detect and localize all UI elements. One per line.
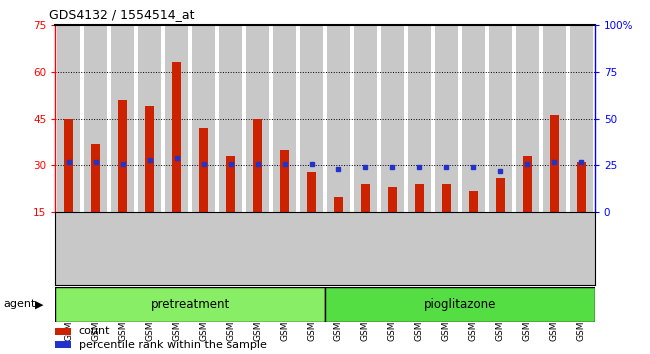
Bar xyxy=(570,25,593,212)
Bar xyxy=(244,212,271,285)
Bar xyxy=(307,172,317,212)
Bar xyxy=(568,212,595,285)
Bar xyxy=(487,212,514,285)
Bar xyxy=(462,25,485,212)
Bar xyxy=(199,128,209,212)
Bar xyxy=(514,212,541,285)
Text: agent: agent xyxy=(3,299,36,309)
Bar xyxy=(408,25,431,212)
Bar xyxy=(165,25,188,212)
Bar xyxy=(333,197,343,212)
Bar xyxy=(441,184,451,212)
Bar xyxy=(543,25,566,212)
Bar xyxy=(352,212,379,285)
Bar xyxy=(361,184,370,212)
Bar xyxy=(300,25,323,212)
Bar xyxy=(325,212,352,285)
Bar xyxy=(469,190,478,212)
Bar xyxy=(495,178,505,212)
Bar xyxy=(516,25,539,212)
Bar xyxy=(523,156,532,212)
Bar xyxy=(82,212,109,285)
Bar xyxy=(354,25,377,212)
Bar xyxy=(435,25,458,212)
Bar xyxy=(55,328,71,335)
Bar xyxy=(280,150,289,212)
Bar xyxy=(219,25,242,212)
Bar xyxy=(325,287,595,322)
Bar xyxy=(190,212,217,285)
Bar xyxy=(298,212,325,285)
Bar xyxy=(55,341,71,348)
Bar xyxy=(379,212,406,285)
Bar xyxy=(55,287,325,322)
Bar xyxy=(118,100,127,212)
Bar xyxy=(192,25,215,212)
Bar xyxy=(253,119,263,212)
Bar xyxy=(415,184,424,212)
Bar xyxy=(91,144,101,212)
Bar xyxy=(246,25,269,212)
Bar xyxy=(549,115,559,212)
Bar xyxy=(489,25,512,212)
Bar xyxy=(541,212,568,285)
Bar xyxy=(406,212,433,285)
Bar xyxy=(109,212,136,285)
Bar xyxy=(577,162,586,212)
Text: pretreatment: pretreatment xyxy=(151,298,229,311)
Bar xyxy=(273,25,296,212)
Bar xyxy=(271,212,298,285)
Bar xyxy=(433,212,460,285)
Bar xyxy=(387,187,397,212)
Bar xyxy=(217,212,244,285)
Bar xyxy=(111,25,134,212)
Bar xyxy=(55,212,83,285)
Bar xyxy=(460,212,487,285)
Bar xyxy=(163,212,190,285)
Bar xyxy=(64,119,73,212)
Bar xyxy=(327,25,350,212)
Text: ▶: ▶ xyxy=(34,299,44,309)
Bar xyxy=(381,25,404,212)
Bar xyxy=(226,156,235,212)
Text: pioglitazone: pioglitazone xyxy=(424,298,496,311)
Text: percentile rank within the sample: percentile rank within the sample xyxy=(79,340,266,350)
Text: count: count xyxy=(79,326,110,336)
Bar xyxy=(57,25,80,212)
Bar xyxy=(145,106,155,212)
Bar xyxy=(84,25,107,212)
Text: GDS4132 / 1554514_at: GDS4132 / 1554514_at xyxy=(49,8,194,21)
Bar xyxy=(172,62,181,212)
Bar xyxy=(136,212,163,285)
Bar xyxy=(138,25,161,212)
